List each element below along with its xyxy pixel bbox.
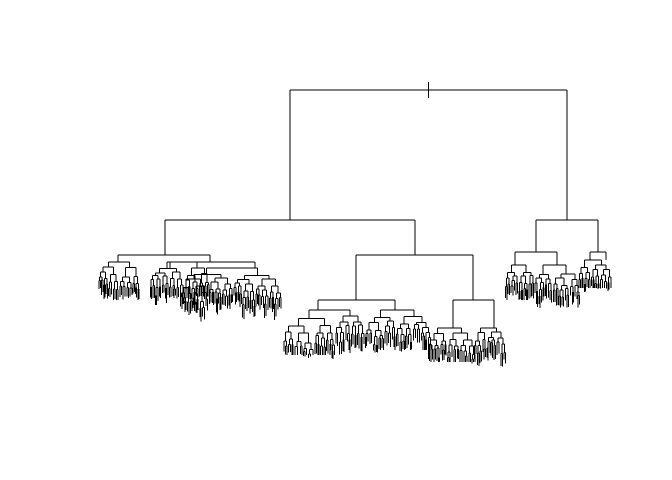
dendrogram-tree: [98, 82, 612, 367]
